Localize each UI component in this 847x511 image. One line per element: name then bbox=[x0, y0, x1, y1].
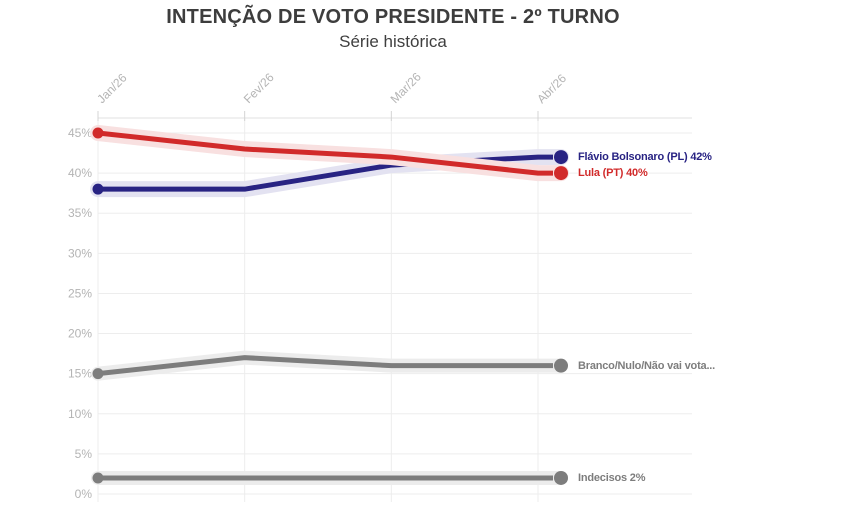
y-axis-tick-label: 5% bbox=[75, 447, 93, 461]
series-start-point bbox=[92, 127, 104, 139]
series-label-indecisos: Indecisos 2% bbox=[578, 471, 646, 484]
series-line bbox=[97, 355, 553, 377]
y-axis-tick-label: 10% bbox=[68, 407, 92, 421]
y-axis-tick-label: 25% bbox=[68, 286, 92, 300]
series-line bbox=[97, 130, 553, 176]
x-axis-tick-label: Jan/26 bbox=[94, 71, 130, 107]
x-axis-tick-label: Fev/26 bbox=[241, 70, 277, 106]
y-axis-tick-label: 40% bbox=[68, 166, 92, 180]
chart-subtitle: Série histórica bbox=[339, 32, 447, 51]
chart-title: INTENÇÃO DE VOTO PRESIDENTE - 2º TURNO bbox=[166, 6, 620, 28]
series-label-branco-nulo: Branco/Nulo/Não vai vota... bbox=[578, 359, 716, 372]
series-end-marker bbox=[554, 358, 568, 373]
series-start-point bbox=[92, 183, 104, 195]
y-axis-tick-label: 45% bbox=[68, 126, 92, 140]
series-start-point bbox=[92, 472, 104, 484]
y-axis-tick-label: 20% bbox=[68, 327, 92, 341]
series-start-point bbox=[92, 368, 104, 380]
x-axis-tick-label: Mar/26 bbox=[388, 70, 425, 107]
series-end-marker bbox=[554, 150, 568, 165]
y-axis-tick-label: 30% bbox=[68, 246, 92, 260]
y-axis-tick-label: 0% bbox=[75, 487, 93, 501]
y-axis-tick-label: 15% bbox=[68, 367, 92, 381]
series-label-lula: Lula (PT) 40% bbox=[578, 167, 648, 180]
series-end-marker bbox=[554, 470, 568, 485]
series-end-marker bbox=[554, 166, 568, 181]
y-axis-tick-label: 35% bbox=[68, 206, 92, 220]
x-axis-tick-label: Abr/26 bbox=[534, 71, 569, 106]
series-label-flavio-bolsonaro: Flávio Bolsonaro (PL) 42% bbox=[578, 151, 712, 164]
